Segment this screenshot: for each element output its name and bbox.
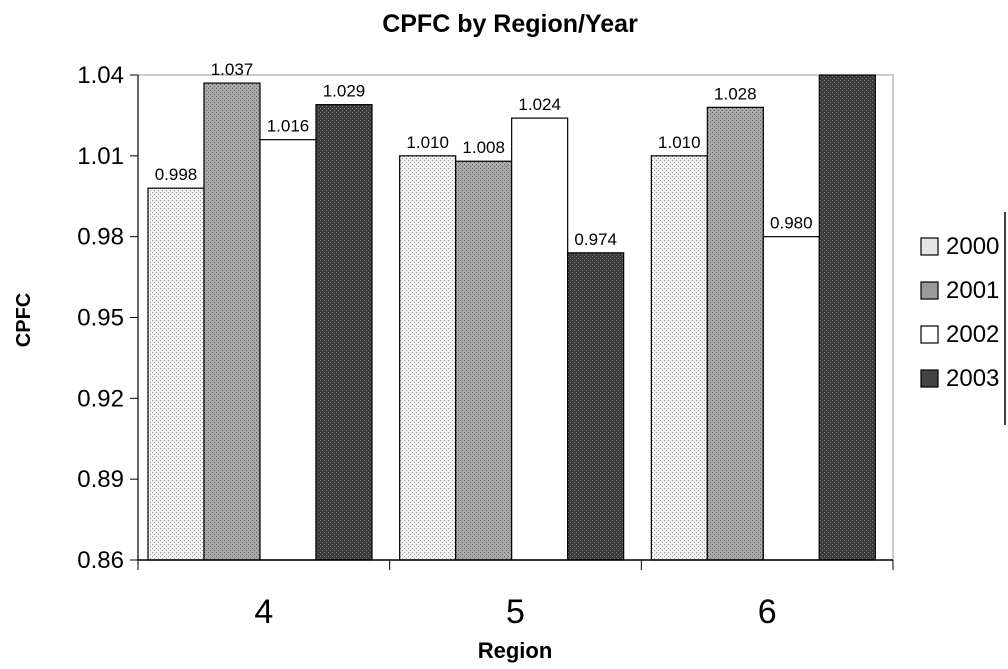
bar-2001-region-6: [706, 106, 764, 561]
legend-label: 2002: [946, 321, 999, 348]
legend-label: 2003: [946, 365, 999, 392]
legend-swatch-2003: [920, 369, 939, 388]
legend-swatch-2000: [920, 237, 939, 256]
bar-2003-region-6: [818, 74, 876, 561]
x-tick-label: 6: [758, 593, 777, 631]
bar-2002-region-5: [511, 117, 569, 561]
bar-2001-region-5: [455, 160, 513, 561]
y-tick-label: 0.95: [77, 305, 124, 332]
y-axis-title: CPFC: [13, 293, 35, 347]
bar-2002-region-4: [259, 139, 317, 561]
data-label: 1.010: [658, 133, 701, 152]
legend-label: 2001: [946, 277, 999, 304]
y-tick-label: 0.89: [77, 466, 124, 493]
y-tick-label: 0.92: [77, 385, 124, 412]
x-axis-title: Region: [478, 638, 553, 663]
plot-area: 0.86 0.89 0.92 0.95 0.98 1.01 1.04 0.998 1.010 1.…: [77, 60, 894, 631]
x-tick-label: 5: [506, 593, 525, 631]
x-tick-label: 4: [254, 593, 273, 631]
data-label: 1.037: [211, 60, 254, 79]
legend-swatch-2001: [920, 281, 939, 300]
y-tick-label: 1.01: [77, 143, 124, 170]
data-label: 0.974: [574, 230, 617, 249]
bar-2002-region-6: [762, 236, 820, 561]
bar-2000-region-5: [399, 155, 457, 561]
chart-title: CPFC by Region/Year: [382, 10, 638, 38]
y-tick-label: 0.98: [77, 224, 124, 251]
data-label: 1.010: [406, 133, 449, 152]
bar-2001-region-4: [203, 82, 261, 561]
legend-swatch-2002: [920, 325, 939, 344]
data-label: 0.998: [155, 165, 198, 184]
legend: 2000 2001 2002 2003: [920, 212, 1006, 425]
data-label: 1.016: [267, 117, 310, 136]
data-label: 1.008: [462, 138, 505, 157]
bar-2003-region-4: [315, 104, 373, 561]
bar-2000-region-4: [147, 187, 205, 561]
bar-2003-region-5: [567, 252, 625, 561]
y-tick-label: 1.04: [77, 62, 124, 89]
data-label: 1.029: [323, 82, 366, 101]
data-label: 1.028: [714, 84, 757, 103]
data-label: 0.980: [770, 214, 813, 233]
legend-label: 2000: [946, 233, 999, 260]
data-label: 1.024: [518, 95, 561, 114]
bar-2000-region-6: [650, 155, 708, 561]
y-tick-label: 0.86: [77, 547, 124, 574]
